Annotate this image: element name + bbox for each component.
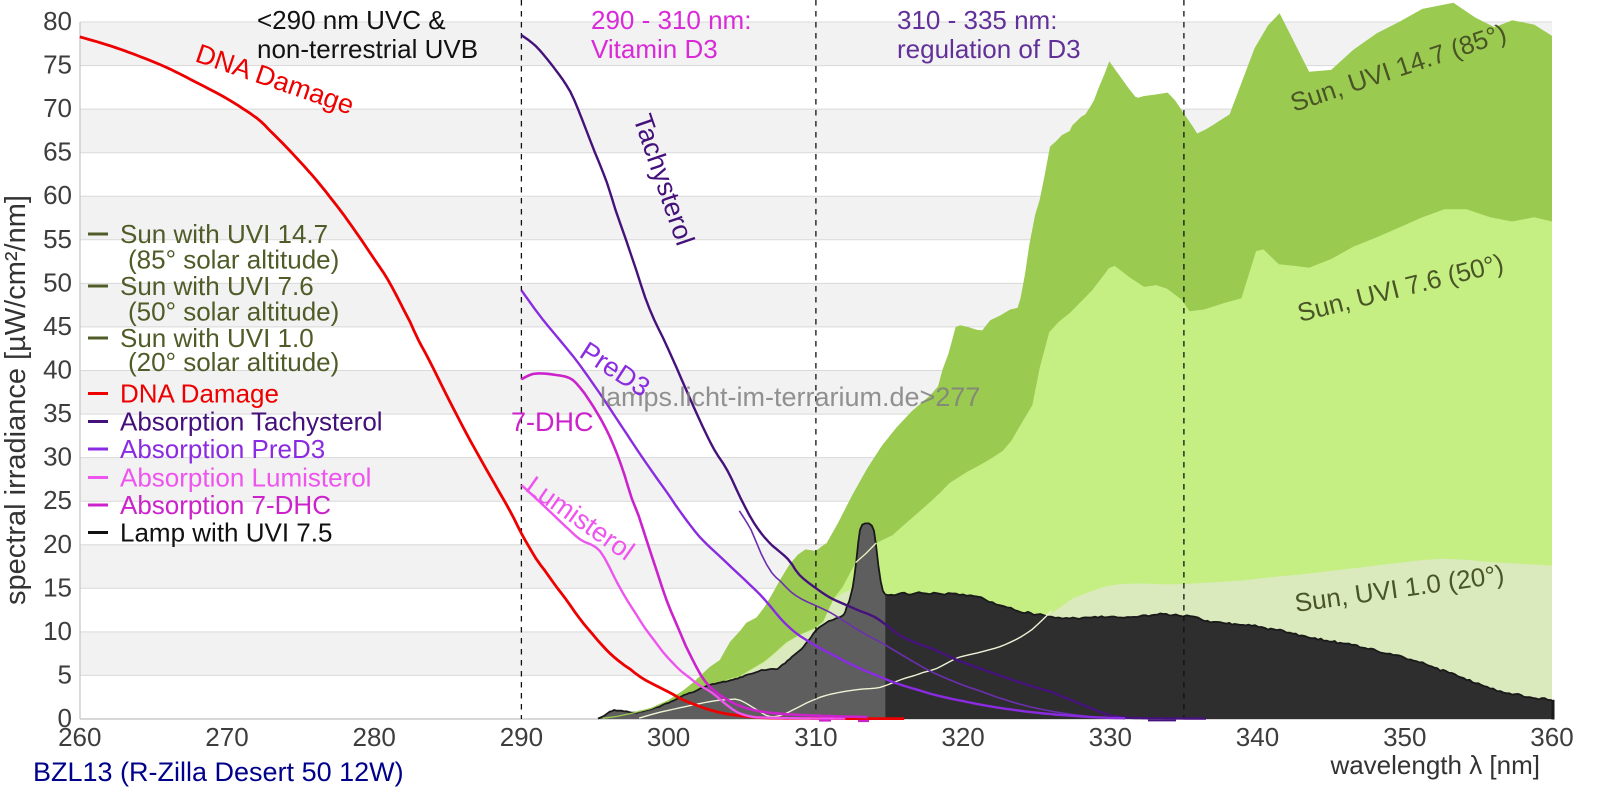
- svg-text:65: 65: [43, 137, 72, 167]
- svg-text:75: 75: [43, 50, 72, 80]
- svg-text:5: 5: [58, 659, 72, 689]
- svg-text:(50° solar altitude): (50° solar altitude): [128, 297, 339, 327]
- svg-text:80: 80: [43, 6, 72, 36]
- svg-text:(20° solar altitude): (20° solar altitude): [128, 347, 339, 377]
- svg-text:310: 310: [794, 722, 837, 752]
- svg-text:10: 10: [43, 616, 72, 646]
- svg-text:Absorption Tachysterol: Absorption Tachysterol: [120, 407, 383, 437]
- svg-text:Vitamin D3: Vitamin D3: [591, 34, 718, 64]
- svg-text:20: 20: [43, 529, 72, 559]
- svg-text:360: 360: [1530, 722, 1573, 752]
- svg-text:Sun with UVI 7.6: Sun with UVI 7.6: [120, 271, 314, 301]
- svg-text:Sun with UVI 14.7: Sun with UVI 14.7: [120, 219, 328, 249]
- svg-text:0: 0: [58, 703, 72, 733]
- svg-text:30: 30: [43, 442, 72, 472]
- svg-text:350: 350: [1383, 722, 1426, 752]
- svg-text:(85° solar altitude): (85° solar altitude): [128, 245, 339, 275]
- svg-text:270: 270: [205, 722, 248, 752]
- svg-text:60: 60: [43, 180, 72, 210]
- svg-text:290 - 310 nm:: 290 - 310 nm:: [591, 5, 751, 35]
- svg-text:DNA Damage: DNA Damage: [120, 379, 279, 409]
- svg-text:non-terrestrial UVB: non-terrestrial UVB: [257, 34, 478, 64]
- svg-text:7-DHC: 7-DHC: [511, 407, 594, 437]
- svg-text:310 - 335 nm:: 310 - 335 nm:: [897, 5, 1057, 35]
- svg-text:35: 35: [43, 398, 72, 428]
- svg-text:25: 25: [43, 485, 72, 515]
- svg-text:BZL13 (R-Zilla Desert 50 12W): BZL13 (R-Zilla Desert 50 12W): [33, 757, 404, 787]
- svg-text:spectral irradiance [µW/cm²/nm: spectral irradiance [µW/cm²/nm]: [0, 195, 32, 605]
- svg-text:55: 55: [43, 224, 72, 254]
- svg-text:300: 300: [647, 722, 690, 752]
- svg-text:330: 330: [1089, 722, 1132, 752]
- svg-text:50: 50: [43, 267, 72, 297]
- svg-text:15: 15: [43, 572, 72, 602]
- svg-text:340: 340: [1236, 722, 1279, 752]
- svg-text:Lamp with UVI 7.5: Lamp with UVI 7.5: [120, 518, 332, 548]
- svg-text:260: 260: [58, 722, 101, 752]
- svg-text:320: 320: [941, 722, 984, 752]
- svg-text:290: 290: [500, 722, 543, 752]
- svg-text:wavelength λ [nm]: wavelength λ [nm]: [1329, 750, 1540, 780]
- svg-text:280: 280: [353, 722, 396, 752]
- svg-text:45: 45: [43, 311, 72, 341]
- svg-text:Absorption 7-DHC: Absorption 7-DHC: [120, 490, 331, 520]
- svg-text:regulation of D3: regulation of D3: [897, 34, 1081, 64]
- svg-text:lamps.licht-im-terrarium.de>27: lamps.licht-im-terrarium.de>277: [600, 382, 980, 412]
- svg-text:Absorption PreD3: Absorption PreD3: [120, 434, 325, 464]
- svg-text:Sun with UVI 1.0: Sun with UVI 1.0: [120, 323, 314, 353]
- svg-text:70: 70: [43, 93, 72, 123]
- svg-text:<290 nm UVC &: <290 nm UVC &: [257, 5, 446, 35]
- svg-text:Absorption Lumisterol: Absorption Lumisterol: [120, 463, 371, 493]
- svg-text:40: 40: [43, 355, 72, 385]
